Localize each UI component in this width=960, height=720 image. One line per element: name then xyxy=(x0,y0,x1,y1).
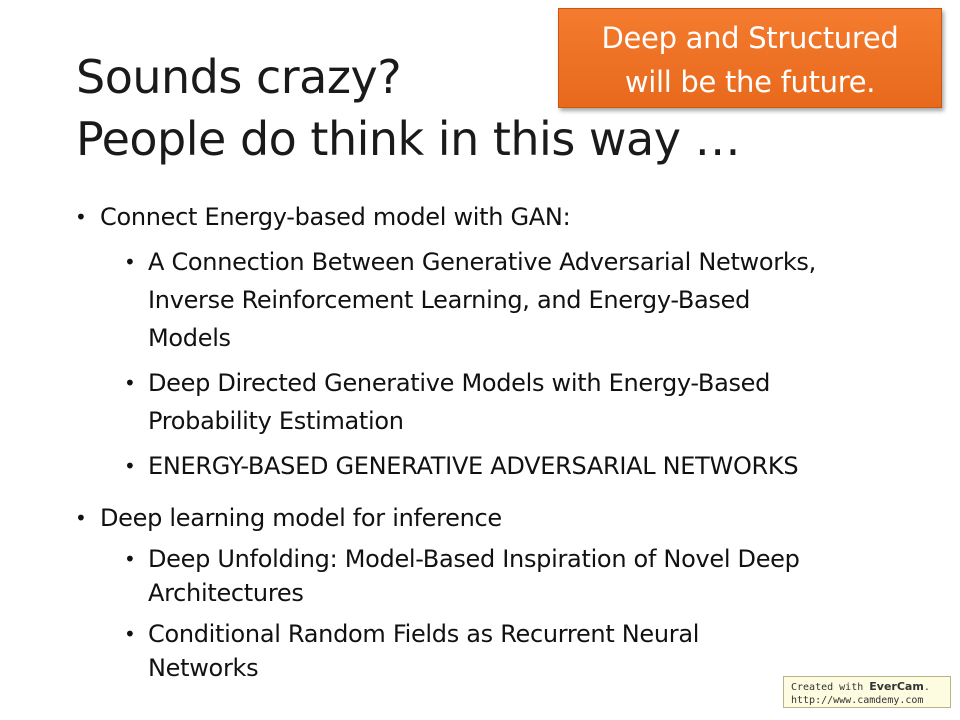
callout-line-2: will be the future. xyxy=(624,65,876,99)
sub-bullet-line: Networks xyxy=(148,654,259,682)
sub-bullet-line: Architectures xyxy=(148,579,304,607)
sub-bullet-deep-unfolding: Deep Unfolding: Model-Based Inspiration … xyxy=(124,542,908,610)
slide-title-line-1: Sounds crazy? xyxy=(76,50,402,104)
bullet-energy-gan: Connect Energy-based model with GAN: xyxy=(75,201,571,233)
sub-bullet-ebgan: ENERGY-BASED GENERATIVE ADVERSARIAL NETW… xyxy=(124,447,908,485)
watermark-created-line: Created with EverCam. xyxy=(791,680,950,694)
sub-bullet-crf-rnn: Conditional Random Fields as Recurrent N… xyxy=(124,617,908,685)
sub-bullet-connection-gan-irl: A Connection Between Generative Adversar… xyxy=(124,243,908,357)
sub-bullet-line: Conditional Random Fields as Recurrent N… xyxy=(148,620,700,648)
callout-box: Deep and Structured will be the future. xyxy=(558,8,942,108)
evercam-watermark[interactable]: Created with EverCam. http://www.camdemy… xyxy=(783,676,951,708)
sub-bullet-deep-directed: Deep Directed Generative Models with Ene… xyxy=(124,364,908,440)
sub-bullet-line: Models xyxy=(148,324,231,352)
sub-bullet-line: A Connection Between Generative Adversar… xyxy=(148,248,816,276)
sub-bullet-line: Inverse Reinforcement Learning, and Ener… xyxy=(148,286,751,314)
callout-line-1: Deep and Structured xyxy=(601,21,899,55)
sub-bullet-line: ENERGY-BASED GENERATIVE ADVERSARIAL NETW… xyxy=(148,452,799,480)
sub-bullet-line: Deep Directed Generative Models with Ene… xyxy=(148,369,771,397)
slide-title: Sounds crazy? People do think in this wa… xyxy=(76,46,741,170)
bullet-deep-inference: Deep learning model for inference xyxy=(75,502,502,534)
watermark-brand: EverCam xyxy=(869,680,924,693)
watermark-url: http://www.camdemy.com xyxy=(791,695,924,706)
watermark-prefix: Created with xyxy=(791,682,870,693)
slide-title-line-2: People do think in this way … xyxy=(76,112,741,166)
sub-bullet-line: Deep Unfolding: Model-Based Inspiration … xyxy=(148,545,800,573)
watermark-suffix: . xyxy=(923,682,930,693)
sub-bullet-line: Probability Estimation xyxy=(148,407,404,435)
